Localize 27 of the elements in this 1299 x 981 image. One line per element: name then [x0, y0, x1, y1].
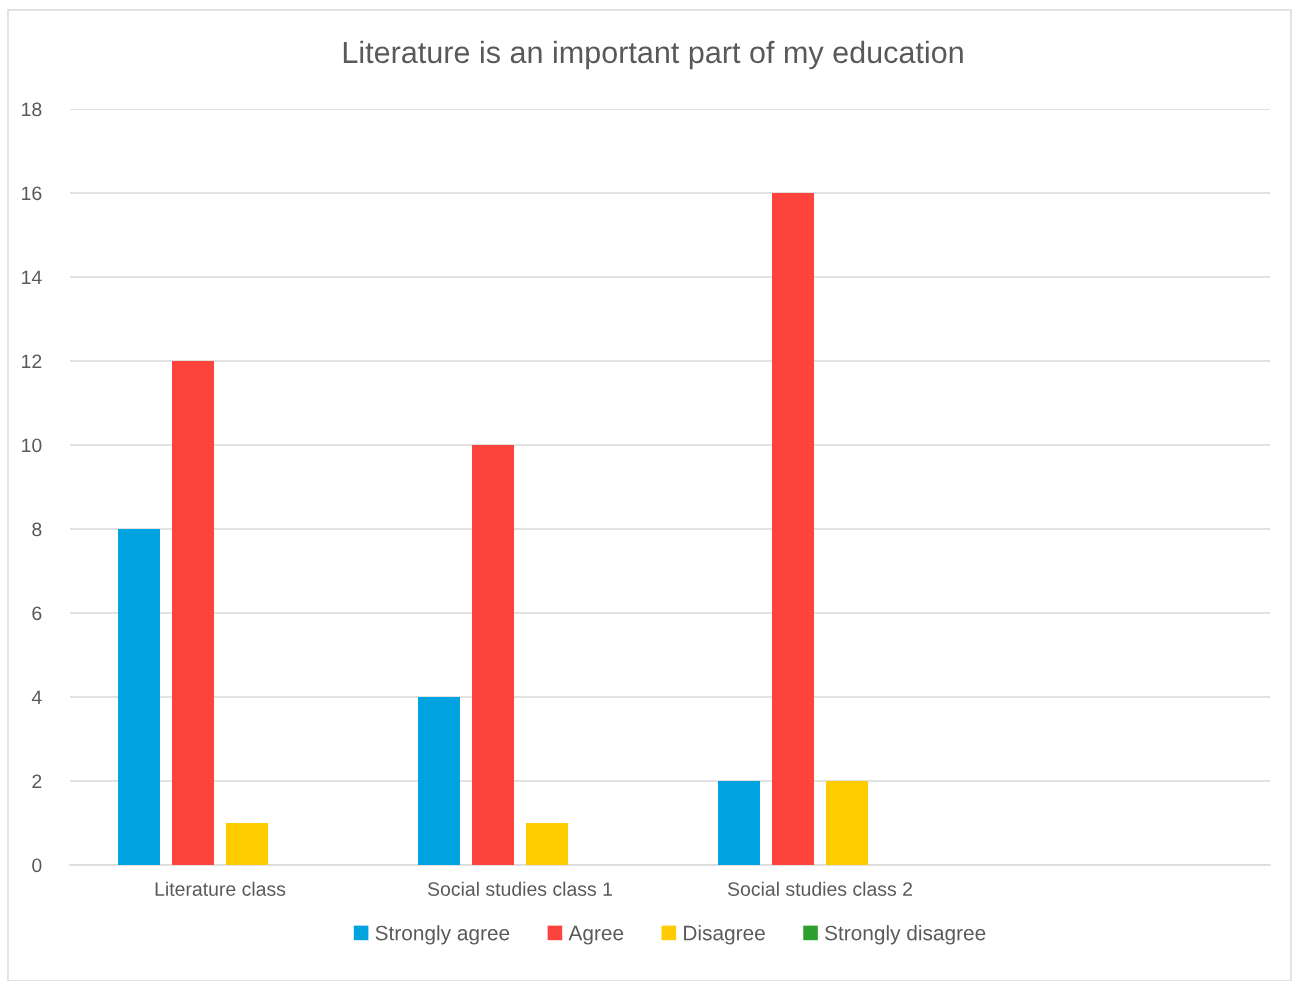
y-tick-label: 4	[31, 690, 42, 705]
bar	[718, 781, 760, 865]
x-tick-label: Social studies class 2	[727, 881, 912, 896]
bar	[826, 781, 868, 865]
x-tick-label: Literature class	[155, 881, 286, 896]
chart-title: Literature is an important part of my education	[343, 40, 963, 70]
legend-label: Disagree	[684, 925, 765, 945]
legend-label: Strongly disagree	[825, 925, 986, 945]
y-tick-label: 8	[32, 522, 42, 537]
bar	[172, 361, 214, 865]
bar	[472, 445, 514, 865]
bar	[118, 529, 160, 865]
bar	[418, 697, 460, 865]
x-tick-label: Social studies class 1	[427, 881, 612, 896]
bar	[226, 823, 268, 865]
y-tick-label: 0	[32, 858, 42, 873]
y-tick-label: 18	[22, 102, 42, 117]
y-tick-label: 12	[22, 354, 42, 369]
bar	[772, 193, 814, 865]
legend-label: Strongly agree	[375, 925, 510, 945]
y-tick-label: 6	[32, 606, 42, 621]
y-tick-label: 2	[32, 774, 42, 789]
y-tick-label: 16	[22, 186, 42, 201]
bar	[526, 823, 568, 865]
y-tick-label: 10	[22, 438, 42, 453]
y-tick-label: 14	[22, 270, 42, 285]
legend-label: Agree	[568, 925, 624, 945]
